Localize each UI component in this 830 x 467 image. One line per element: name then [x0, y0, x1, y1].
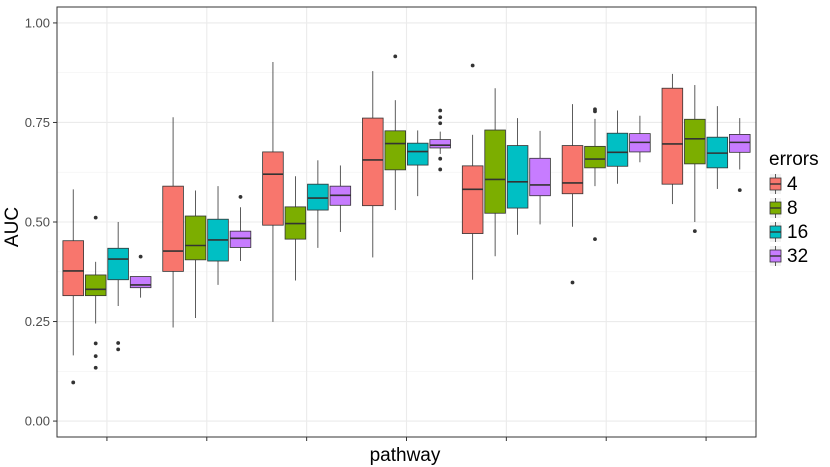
- box-body: [606, 132, 629, 167]
- outlier-point: [570, 280, 575, 285]
- box-4-group-7: [661, 73, 684, 205]
- box-16-group-7: [706, 106, 729, 189]
- box-32-group-5: [529, 130, 551, 225]
- box-body: [484, 129, 506, 214]
- box-body: [729, 134, 751, 153]
- box-4-group-6: [561, 104, 584, 285]
- outlier-point: [438, 108, 443, 113]
- boxes-layer: [62, 54, 751, 385]
- outlier-point: [71, 380, 76, 385]
- legend-item-4: 4: [769, 174, 798, 195]
- outlier-point: [238, 195, 243, 199]
- axes-layer: 0.00 0.25 0.50 0.75 1.00: [25, 15, 707, 441]
- box-body: [384, 130, 407, 171]
- legend-item-32: 32: [769, 246, 808, 267]
- y-axis-title: AUC: [2, 207, 23, 247]
- legend-label: 8: [787, 198, 798, 219]
- box-4-group-1: [62, 189, 84, 385]
- outlier-point: [116, 341, 121, 345]
- box-8-group-4: [384, 54, 407, 211]
- box-32-group-4: [429, 108, 451, 172]
- box-8-group-1: [84, 215, 107, 370]
- legend-label: 4: [787, 174, 798, 195]
- box-16-group-2: [207, 186, 229, 285]
- outlier-point: [93, 354, 98, 359]
- box-8-group-2: [184, 190, 207, 318]
- box-body: [461, 165, 484, 234]
- outlier-point: [93, 365, 98, 370]
- legend-label: 32: [787, 246, 808, 267]
- y-tick-label: 0.75: [25, 115, 50, 130]
- box-body: [406, 142, 429, 166]
- legend-label: 16: [787, 222, 808, 243]
- box-body: [506, 145, 529, 209]
- outlier-point: [93, 341, 98, 346]
- box-32-group-6: [629, 115, 651, 163]
- legend-item-16: 16: [769, 222, 808, 243]
- y-tick-label: 0.00: [25, 414, 50, 429]
- box-16-group-6: [606, 110, 629, 184]
- y-tick-label: 1.00: [25, 15, 50, 30]
- box-4-group-4: [362, 71, 384, 258]
- box-4-group-2: [162, 117, 184, 328]
- box-body: [84, 274, 107, 297]
- grid-lines: [57, 7, 756, 437]
- box-body: [62, 240, 84, 297]
- box-16-group-1: [107, 222, 129, 352]
- outlier-point: [593, 109, 597, 114]
- y-tick-label: 0.25: [25, 314, 50, 329]
- box-body: [529, 157, 551, 197]
- box-body: [684, 118, 706, 165]
- outlier-point: [93, 215, 98, 220]
- y-tick-label: 0.50: [25, 215, 50, 230]
- box-body: [561, 145, 584, 195]
- outlier-point: [692, 229, 697, 234]
- box-body: [262, 151, 284, 226]
- outlier-point: [737, 188, 742, 193]
- box-body: [661, 87, 684, 185]
- outlier-point: [438, 167, 443, 172]
- box-32-group-7: [729, 118, 751, 193]
- box-body: [584, 145, 606, 169]
- outlier-point: [393, 54, 398, 59]
- box-32-group-1: [129, 254, 152, 298]
- box-8-group-7: [684, 85, 706, 234]
- box-body: [229, 230, 252, 248]
- box-body: [162, 185, 184, 272]
- legend-items: 4 8 16 32: [769, 174, 808, 267]
- box-4-group-3: [262, 61, 284, 322]
- outlier-point: [116, 347, 121, 352]
- box-body: [307, 183, 329, 211]
- legend-item-8: 8: [769, 198, 798, 219]
- box-16-group-5: [506, 118, 529, 235]
- box-16-group-3: [307, 160, 329, 248]
- box-16-group-4: [406, 130, 429, 197]
- legend-title: errors: [769, 149, 819, 170]
- box-body: [429, 139, 451, 149]
- box-body: [129, 276, 152, 289]
- x-axis-title: pathway: [370, 445, 441, 466]
- outlier-point: [470, 63, 475, 68]
- box-32-group-3: [329, 165, 352, 232]
- box-8-group-5: [484, 88, 506, 257]
- box-8-group-6: [584, 107, 606, 242]
- box-body: [362, 117, 384, 207]
- box-8-group-3: [284, 176, 307, 281]
- outlier-point: [138, 254, 143, 259]
- outlier-point: [438, 156, 443, 161]
- box-body: [107, 247, 129, 281]
- outlier-point: [438, 121, 443, 126]
- box-body: [184, 215, 207, 261]
- outlier-point: [438, 115, 443, 120]
- box-4-group-5: [461, 63, 484, 280]
- outlier-point: [593, 237, 597, 242]
- legend: errors 4 8 16 32: [769, 149, 819, 267]
- box-32-group-2: [229, 195, 252, 262]
